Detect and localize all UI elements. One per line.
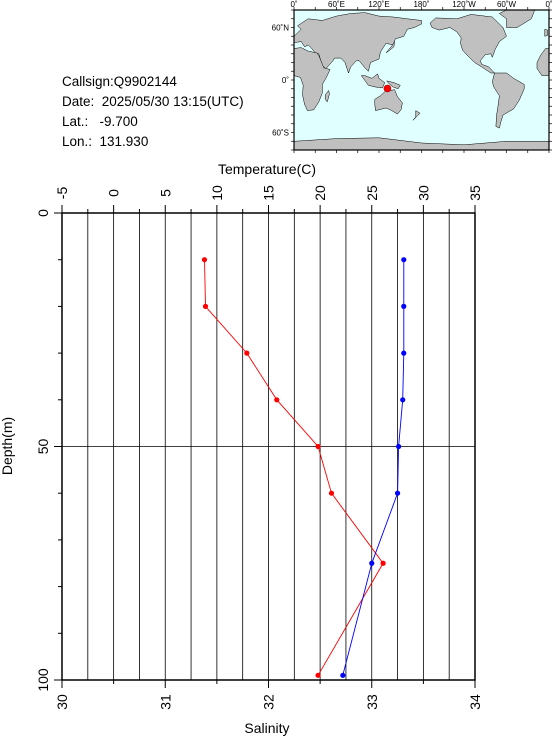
salinity-point <box>369 560 375 566</box>
temperature-point <box>380 560 386 566</box>
depth-tick-label: 0 <box>35 209 51 217</box>
salinity-tick-label: 31 <box>157 694 173 710</box>
date-text: Date: 2025/05/30 13:15(UTC) <box>62 94 244 109</box>
map-land-japan <box>385 41 395 54</box>
temperature-tick-label: 25 <box>364 185 380 201</box>
temperature-point <box>315 443 321 450</box>
temperature-tick-label: 30 <box>415 185 431 201</box>
salinity-point <box>394 490 401 496</box>
temperature-axis-label: Temperature(C) <box>218 161 316 177</box>
callsign-text: Callsign:Q9902144 <box>62 74 177 89</box>
map-lon-label: 0˚ <box>545 0 552 9</box>
map-land-west-africa <box>536 48 550 76</box>
plot-frame <box>61 212 476 681</box>
salinity-point <box>400 397 406 403</box>
temperature-tick-label: 5 <box>157 189 173 197</box>
station-info: Callsign:Q9902144 Date: 2025/05/30 13:15… <box>62 72 244 152</box>
map-land-south-america <box>492 72 525 129</box>
map-land-uk <box>544 28 548 37</box>
temperature-point <box>201 257 208 263</box>
temperature-tick-label: 15 <box>261 185 277 201</box>
temperature-point <box>244 350 250 356</box>
world-map-layer: 0˚ 60˚E 120˚E 180˚ 120˚W 60˚W 0˚ 60˚N 0˚ 60˚S <box>272 0 553 153</box>
salinity-tick-label: 33 <box>364 694 380 710</box>
temperature-point <box>315 672 321 678</box>
lat-text: Lat.: -9.700 <box>62 114 138 129</box>
salinity-point <box>395 443 402 450</box>
salinity-line <box>342 259 405 676</box>
salinity-point <box>340 672 346 678</box>
map-lon-label: 120˚E <box>368 0 389 9</box>
map-land-madagascar <box>324 89 330 103</box>
map-lon-label: 60˚W <box>497 0 517 9</box>
station-marker <box>383 84 392 93</box>
map-lon-label: 60˚E <box>328 0 345 9</box>
map-lat-label: 0˚ <box>282 76 289 85</box>
map-lon-label: 180˚ <box>413 0 429 9</box>
profile-chart-layer: -5 0 5 10 15 20 25 30 35 30 31 32 33 34 0 50 100 <box>35 185 483 710</box>
temperature-tick-label: 10 <box>209 185 225 201</box>
map-lon-label: 0˚ <box>290 0 297 9</box>
map-land-africa <box>293 47 331 111</box>
map-lat-label: 60˚N <box>272 24 290 33</box>
temperature-point <box>328 490 335 496</box>
salinity-tick-label: 32 <box>261 694 277 710</box>
map-land-new-zealand <box>412 110 421 121</box>
salinity-point <box>401 350 407 356</box>
map-lon-label: 120˚W <box>452 0 476 9</box>
map-lat-label: 60˚S <box>272 129 289 138</box>
map-land-new-guinea <box>386 80 401 90</box>
depth-axis-label: Depth(m) <box>0 417 15 475</box>
temperature-point <box>202 303 209 309</box>
lon-text: Lon.: 131.930 <box>62 134 149 149</box>
temperature-line <box>204 259 384 676</box>
temperature-point <box>274 397 280 403</box>
map-land-north-america <box>429 14 507 74</box>
temperature-tick-label: 20 <box>312 185 328 201</box>
depth-tick-label: 50 <box>35 439 51 455</box>
salinity-tick-label: 34 <box>467 694 483 710</box>
salinity-axis-label: Salinity <box>244 720 289 736</box>
depth-tick-label: 100 <box>35 668 51 692</box>
salinity-tick-label: 30 <box>54 694 70 710</box>
salinity-point <box>401 303 407 309</box>
map-land-indonesia <box>360 73 386 89</box>
salinity-point <box>401 257 407 263</box>
temperature-tick-label: 35 <box>467 185 483 201</box>
temperature-tick-label: -5 <box>54 187 70 200</box>
temperature-tick-label: 0 <box>106 189 122 197</box>
